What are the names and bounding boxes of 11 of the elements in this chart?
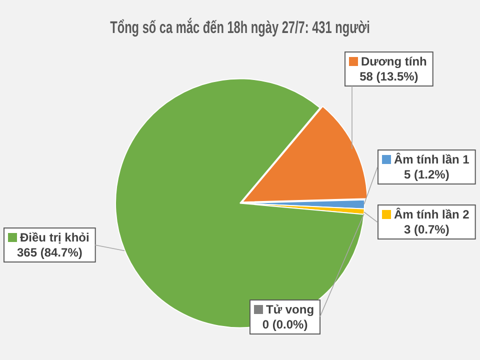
legend-label: Dương tính: [361, 54, 427, 68]
data-label: 58 (13.5%): [360, 69, 418, 84]
legend-label: Điều trị khỏi: [20, 230, 90, 244]
legend-label: Tử vong: [266, 302, 314, 316]
legend-label: Âm tính lần 1: [394, 152, 470, 166]
data-label: 3 (0.7%): [404, 222, 450, 236]
data-label: 365 (84.7%): [16, 245, 82, 260]
text: 0 (0.0%): [262, 317, 308, 332]
data-label: 5 (1.2%): [404, 167, 450, 182]
chart-title: Tổng số ca mắc đến 18h ngày 27/7: 431 người: [110, 16, 370, 38]
legend-label: Âm tính lần 2: [394, 207, 470, 222]
